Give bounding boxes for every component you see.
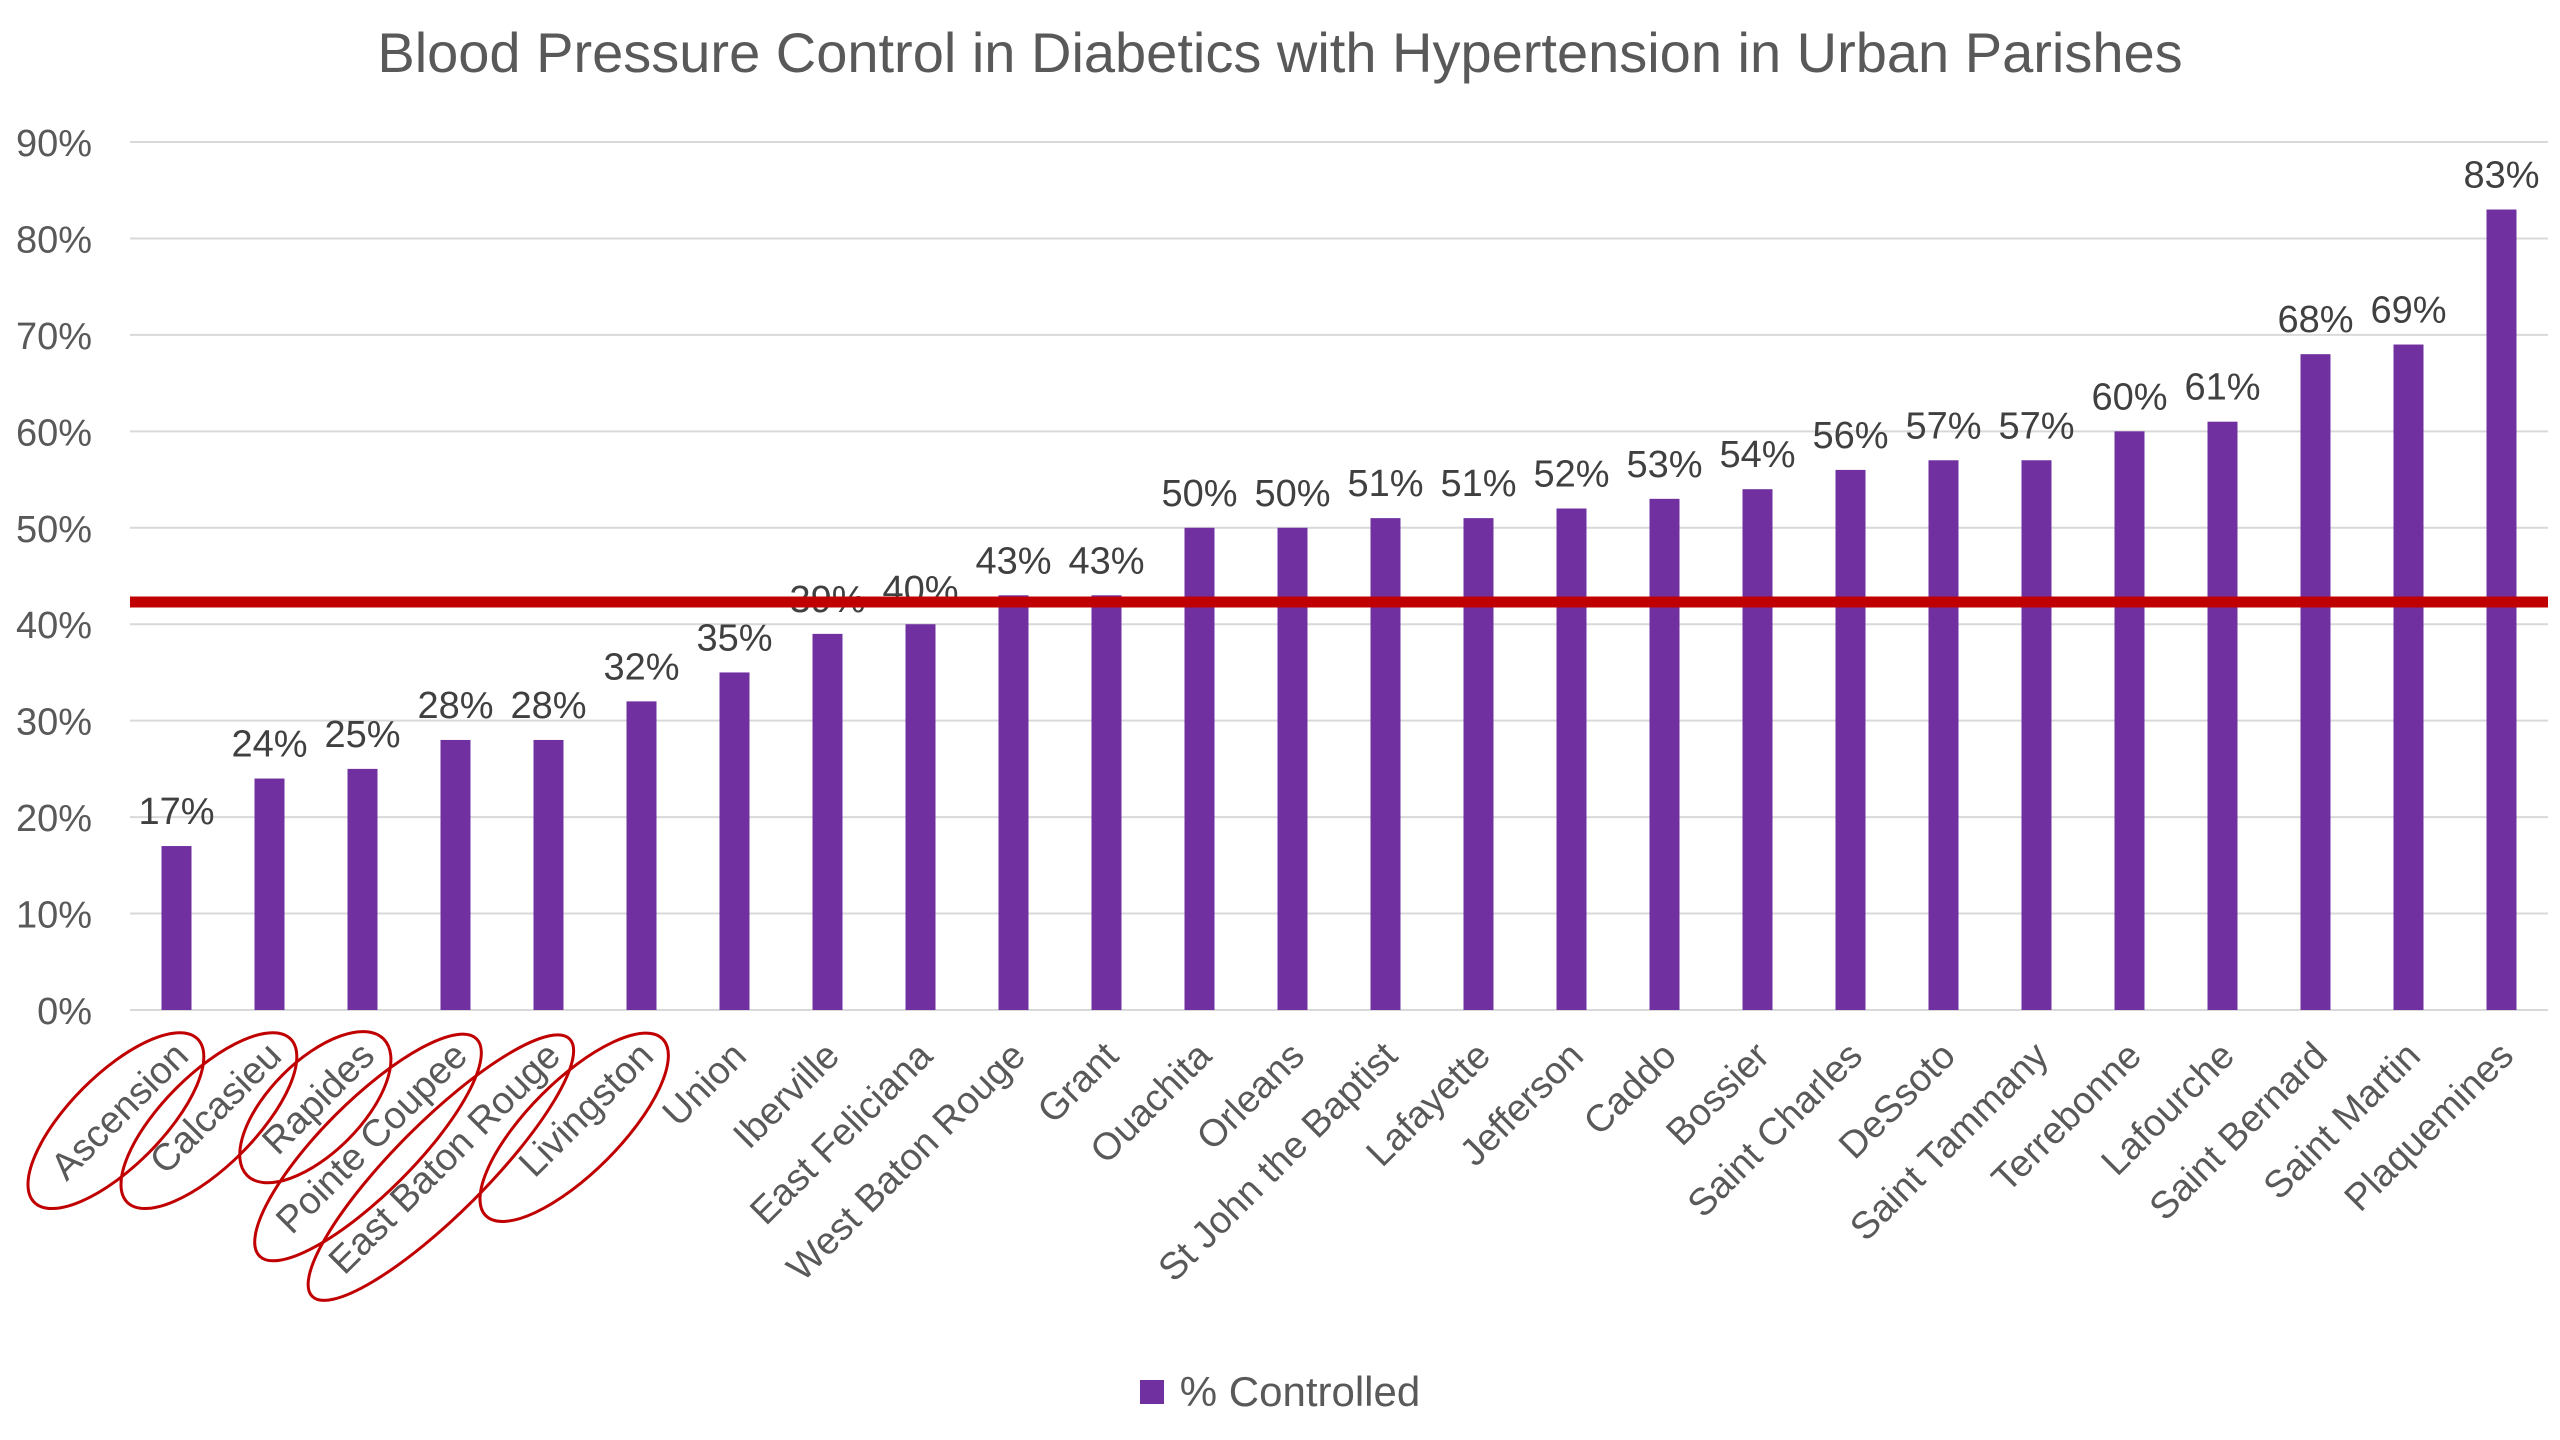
bar xyxy=(2207,421,2238,1010)
data-label: 50% xyxy=(1161,473,1237,515)
data-label: 35% xyxy=(696,617,772,659)
bar xyxy=(998,595,1029,1010)
bar xyxy=(347,768,378,1010)
y-tick-label: 70% xyxy=(16,316,92,358)
data-label: 54% xyxy=(1719,434,1795,476)
y-tick-label: 0% xyxy=(37,991,92,1033)
y-tick-label: 40% xyxy=(16,605,92,647)
bar xyxy=(1742,489,1773,1010)
data-label: 28% xyxy=(417,685,493,727)
data-label: 32% xyxy=(603,646,679,688)
y-tick-label: 10% xyxy=(16,895,92,937)
highlight-circle xyxy=(119,1031,299,1211)
data-label: 53% xyxy=(1626,444,1702,486)
data-label: 57% xyxy=(1998,405,2074,447)
legend: % Controlled xyxy=(0,1368,2560,1416)
y-tick-label: 60% xyxy=(16,412,92,454)
chart-title: Blood Pressure Control in Diabetics with… xyxy=(377,21,2183,84)
data-label: 43% xyxy=(975,540,1051,582)
y-tick-label: 30% xyxy=(16,702,92,744)
bar xyxy=(1835,469,1866,1010)
data-label: 83% xyxy=(2463,155,2539,197)
data-label: 17% xyxy=(138,791,214,833)
y-tick-label: 50% xyxy=(16,509,92,551)
data-label: 43% xyxy=(1068,540,1144,582)
data-label: 28% xyxy=(510,685,586,727)
bar xyxy=(2486,209,2517,1010)
bar xyxy=(1277,527,1308,1010)
highlight-circle xyxy=(253,1032,483,1263)
highlight-circle xyxy=(478,1031,670,1224)
bar xyxy=(719,672,750,1010)
data-label: 68% xyxy=(2277,299,2353,341)
data-label: 51% xyxy=(1347,463,1423,505)
data-label: 25% xyxy=(324,714,400,756)
bar xyxy=(1370,518,1401,1010)
data-label: 57% xyxy=(1905,405,1981,447)
bar xyxy=(1184,527,1215,1010)
bar xyxy=(2300,354,2331,1011)
highlight-circle xyxy=(306,1033,576,1302)
y-tick-label: 90% xyxy=(16,123,92,165)
bar xyxy=(1928,460,1959,1010)
legend-label: % Controlled xyxy=(1179,1368,1421,1415)
y-tick-label: 20% xyxy=(16,798,92,840)
bar xyxy=(2393,344,2424,1010)
bar xyxy=(440,739,471,1010)
legend-swatch xyxy=(1139,1380,1164,1404)
data-label: 50% xyxy=(1254,473,1330,515)
bar xyxy=(2021,460,2052,1010)
highlight-circle xyxy=(238,1030,393,1185)
bar xyxy=(1091,595,1122,1010)
data-label: 69% xyxy=(2370,290,2446,332)
data-label: 24% xyxy=(231,724,307,766)
bar xyxy=(905,624,936,1010)
bar xyxy=(626,701,657,1010)
bar xyxy=(254,778,285,1010)
data-label: 52% xyxy=(1533,453,1609,495)
data-label: 60% xyxy=(2091,376,2167,418)
bar xyxy=(2114,431,2145,1010)
y-tick-label: 80% xyxy=(16,219,92,261)
bar xyxy=(1556,508,1587,1010)
bar xyxy=(1649,498,1680,1010)
bar xyxy=(161,846,192,1010)
bar xyxy=(1463,518,1494,1010)
bar xyxy=(812,633,843,1010)
data-label: 56% xyxy=(1812,415,1888,457)
data-label: 61% xyxy=(2184,367,2260,409)
highlight-circle xyxy=(26,1031,206,1211)
bar xyxy=(533,739,564,1010)
data-label: 51% xyxy=(1440,463,1516,505)
